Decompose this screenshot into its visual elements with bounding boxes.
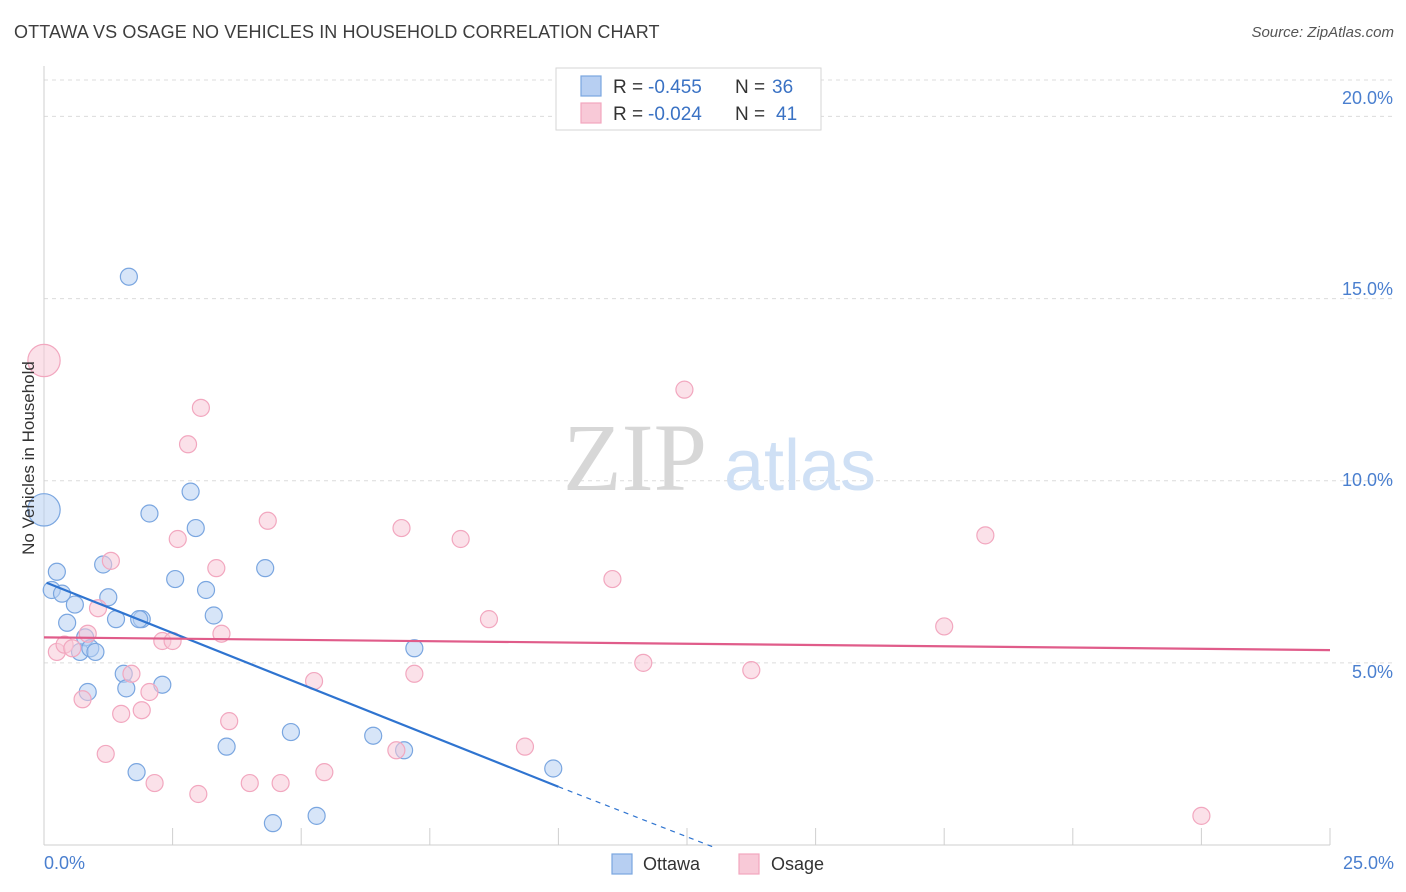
legend-n-value-osage: 41 bbox=[776, 104, 797, 125]
bottom-legend-swatch-osage bbox=[738, 853, 760, 875]
watermark: ZIP atlas bbox=[563, 404, 876, 511]
point-osage-5 bbox=[78, 624, 97, 643]
point-ottawa-20 bbox=[181, 482, 200, 501]
point-osage-39 bbox=[976, 526, 995, 545]
y-tick-label-15: 15.0% bbox=[1342, 279, 1393, 299]
point-osage-21 bbox=[212, 624, 231, 643]
axes bbox=[43, 66, 1331, 846]
chart-title: OTTAWA VS OSAGE NO VEHICLES IN HOUSEHOLD… bbox=[14, 22, 660, 42]
source-label: Source: ZipAtlas.com bbox=[1251, 24, 1394, 41]
point-ottawa-33 bbox=[405, 639, 424, 658]
point-ottawa-28 bbox=[307, 806, 326, 825]
point-ottawa-22 bbox=[196, 580, 216, 600]
point-ottawa-27 bbox=[281, 722, 301, 742]
point-osage-29 bbox=[392, 518, 411, 538]
point-osage-27 bbox=[315, 763, 334, 782]
point-osage-34 bbox=[603, 569, 622, 589]
y-tick-label-10: 10.0% bbox=[1342, 470, 1393, 490]
point-osage-30 bbox=[405, 664, 424, 683]
legend-r-value-osage: -0.024 bbox=[648, 104, 702, 125]
bottom-legend-label-osage: Osage bbox=[771, 854, 824, 874]
y-tick-label-20: 20.0% bbox=[1342, 88, 1393, 108]
point-ottawa-24 bbox=[217, 737, 236, 756]
data-points bbox=[27, 267, 1211, 833]
point-osage-11 bbox=[132, 701, 151, 720]
trend-line-osage bbox=[43, 636, 1331, 652]
bottom-legend-label-ottawa: Ottawa bbox=[643, 854, 701, 874]
point-ottawa-10 bbox=[86, 642, 105, 662]
point-ottawa-21 bbox=[186, 518, 205, 538]
point-ottawa-3 bbox=[47, 562, 66, 581]
point-ottawa-6 bbox=[65, 595, 84, 614]
point-ottawa-25 bbox=[256, 559, 275, 578]
point-osage-35 bbox=[634, 653, 653, 672]
legend-n-label-osage: N = bbox=[735, 104, 765, 125]
point-osage-7 bbox=[101, 551, 120, 570]
point-ottawa-17 bbox=[140, 504, 159, 523]
legend-r-label-osage: R = bbox=[613, 104, 643, 125]
stats-legend: R = -0.455 N = 36 R = -0.024 N = 41 bbox=[555, 67, 822, 131]
trend-line-extension-ottawa bbox=[558, 786, 713, 848]
point-ottawa-26 bbox=[263, 814, 283, 833]
point-osage-28 bbox=[387, 741, 406, 760]
point-osage-40 bbox=[1192, 806, 1211, 825]
legend-r-value-ottawa: -0.455 bbox=[648, 77, 702, 98]
y-axis-title: No Vehicles in Household bbox=[19, 361, 38, 555]
watermark-atlas: atlas bbox=[724, 426, 876, 506]
gridlines bbox=[44, 79, 1394, 664]
legend-swatch-osage bbox=[580, 102, 602, 124]
legend-n-label-ottawa: N = bbox=[735, 77, 765, 98]
point-osage-17 bbox=[178, 435, 198, 454]
watermark-zip: ZIP bbox=[563, 404, 707, 511]
point-ottawa-19 bbox=[166, 569, 185, 589]
point-osage-12 bbox=[140, 682, 159, 702]
point-osage-33 bbox=[515, 737, 535, 756]
legend-r-label-ottawa: R = bbox=[613, 77, 643, 98]
x-tick-label-0: 0.0% bbox=[44, 853, 85, 873]
point-osage-24 bbox=[258, 511, 277, 530]
trend-lines bbox=[43, 581, 1331, 848]
point-osage-23 bbox=[240, 773, 259, 793]
point-osage-31 bbox=[451, 529, 470, 549]
point-osage-9 bbox=[112, 704, 131, 723]
point-osage-19 bbox=[191, 398, 210, 417]
point-osage-32 bbox=[479, 610, 499, 629]
legend-swatch-ottawa bbox=[580, 75, 602, 97]
point-osage-22 bbox=[220, 712, 239, 731]
point-osage-20 bbox=[207, 559, 226, 578]
point-ottawa-1 bbox=[119, 267, 138, 286]
point-osage-4 bbox=[73, 690, 92, 709]
point-ottawa-5 bbox=[58, 613, 77, 632]
point-ottawa-31 bbox=[364, 726, 383, 745]
point-osage-18 bbox=[189, 784, 208, 804]
point-ottawa-23 bbox=[204, 606, 223, 625]
point-osage-37 bbox=[742, 661, 761, 680]
point-ottawa-34 bbox=[544, 759, 563, 778]
point-osage-13 bbox=[145, 773, 164, 793]
point-osage-16 bbox=[168, 529, 187, 549]
series-legend: Ottawa Osage bbox=[611, 853, 824, 875]
point-osage-38 bbox=[935, 617, 954, 636]
point-osage-25 bbox=[271, 773, 290, 793]
point-ottawa-0 bbox=[27, 493, 61, 527]
point-osage-36 bbox=[675, 380, 694, 399]
y-tick-label-5: 5.0% bbox=[1352, 662, 1393, 682]
legend-n-value-ottawa: 36 bbox=[772, 77, 793, 98]
point-ottawa-29 bbox=[127, 763, 146, 782]
trend-line-ottawa bbox=[46, 581, 559, 788]
bottom-legend-swatch-ottawa bbox=[611, 853, 633, 875]
point-osage-8 bbox=[96, 744, 115, 764]
point-osage-10 bbox=[122, 664, 141, 683]
x-tick-label-1: 25.0% bbox=[1343, 853, 1394, 873]
point-osage-3 bbox=[63, 639, 82, 658]
point-osage-0 bbox=[27, 343, 61, 378]
